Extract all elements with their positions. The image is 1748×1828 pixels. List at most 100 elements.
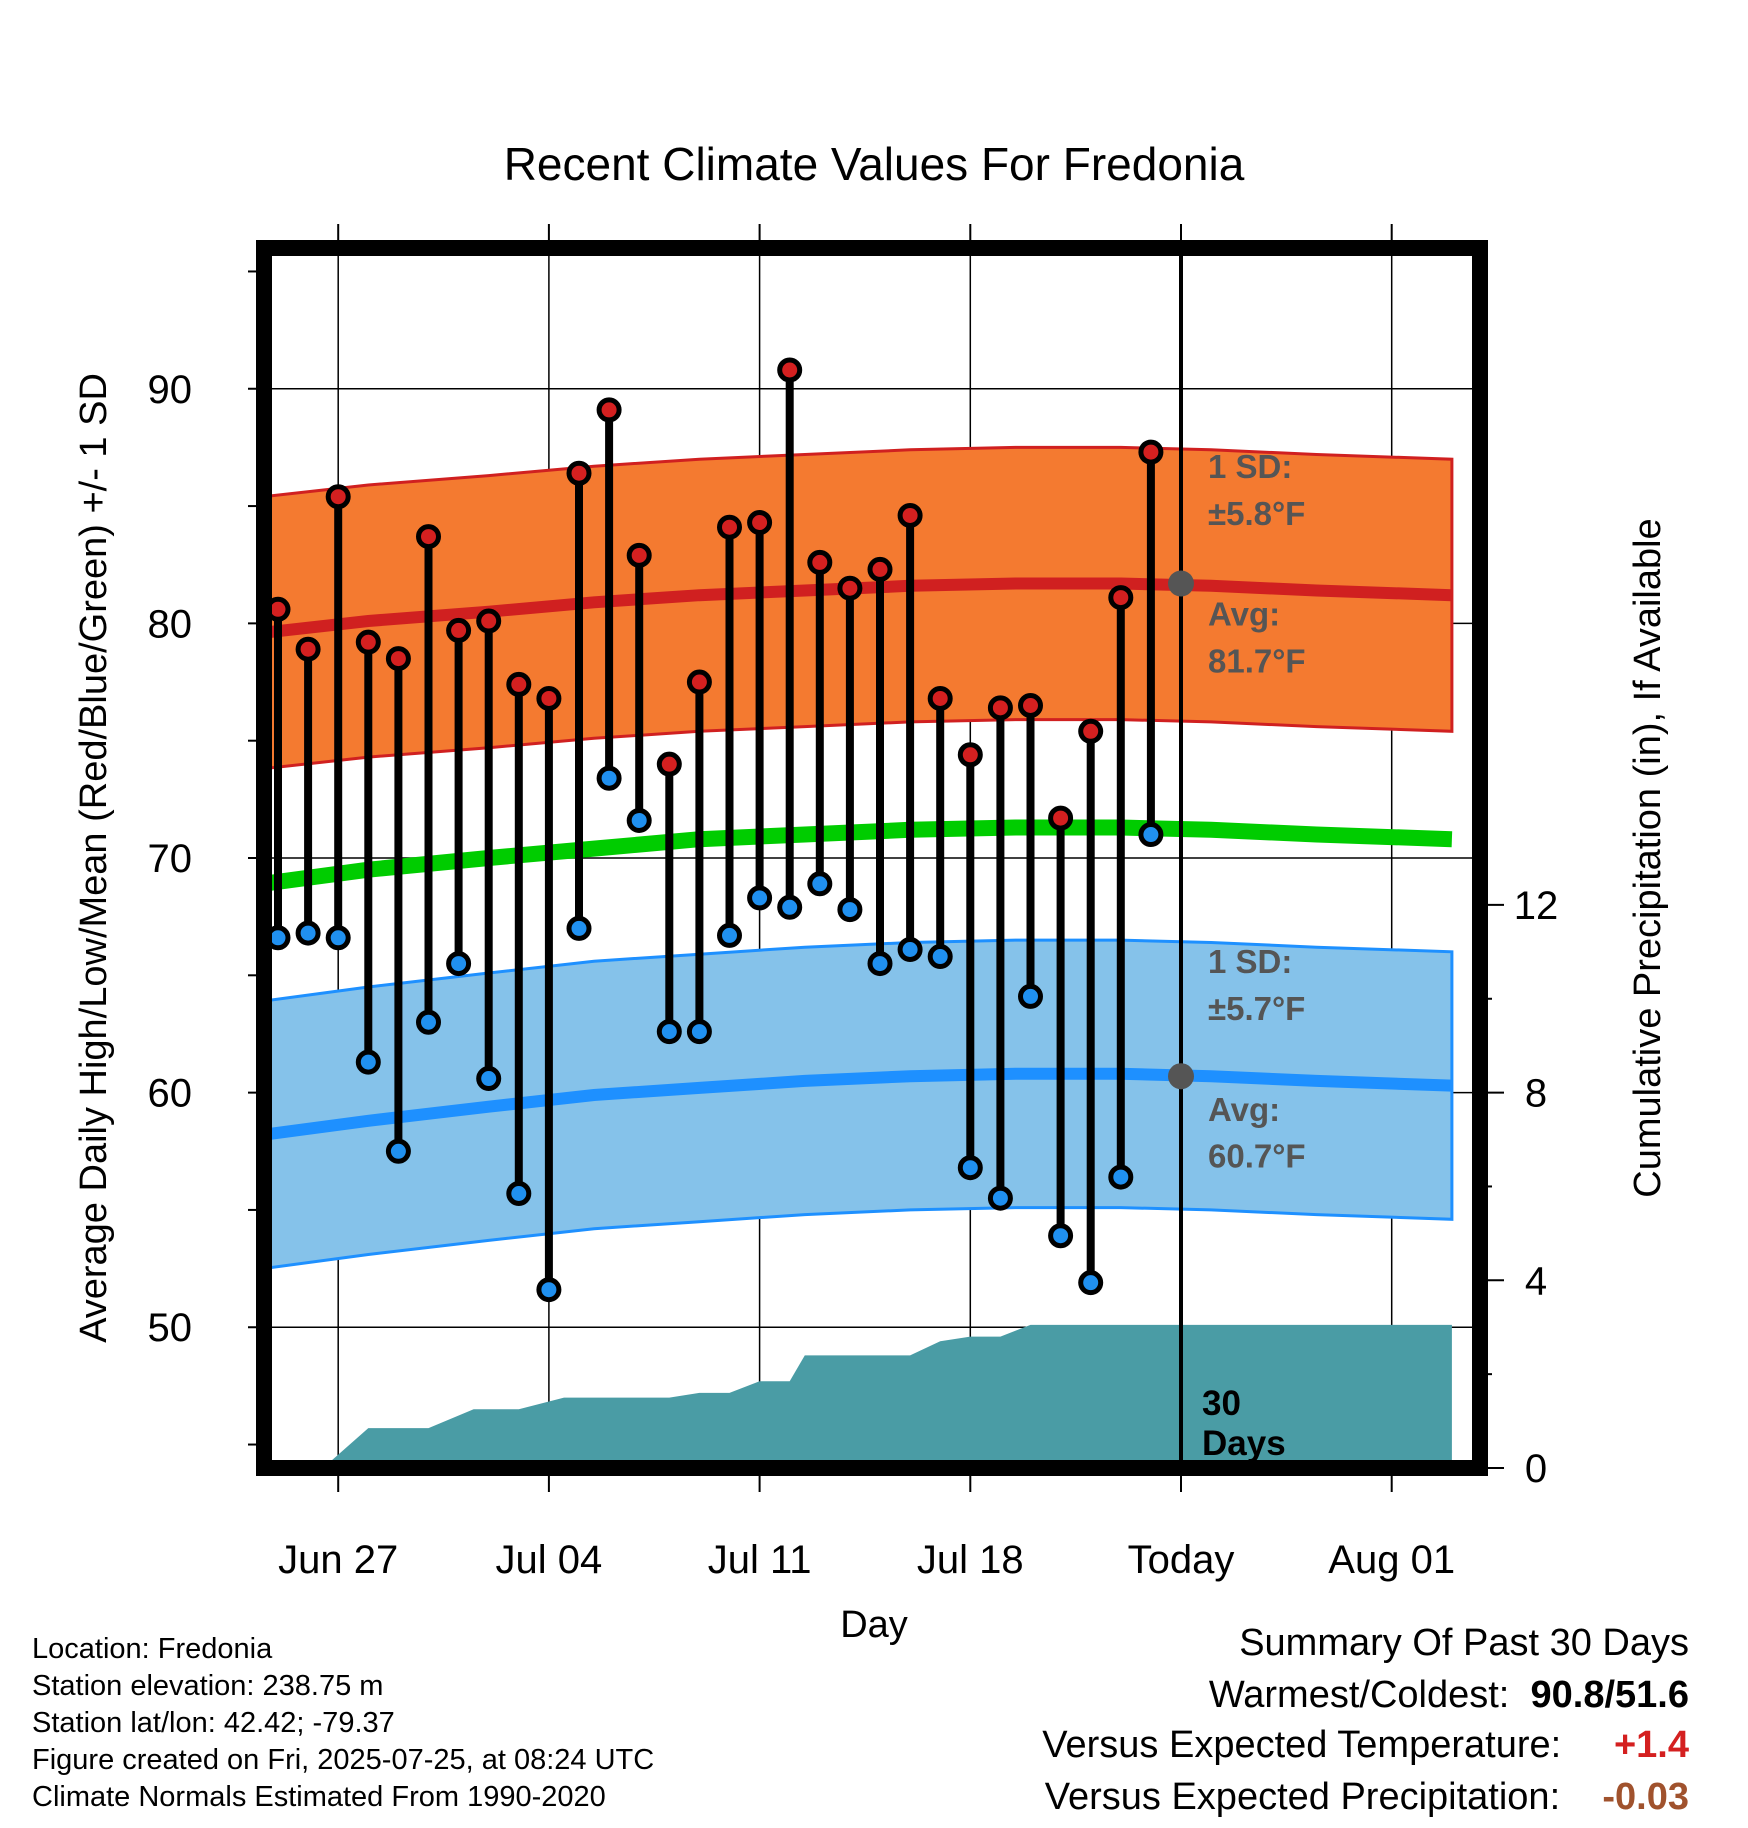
daily-low-point <box>930 947 950 967</box>
daily-low-point <box>449 954 469 974</box>
y-tick-label: 70 <box>148 837 193 881</box>
y-tick-label: 80 <box>148 602 193 646</box>
daily-high-point <box>449 620 469 640</box>
high-sd-label: 1 SD: <box>1208 448 1292 485</box>
daily-high-point <box>990 698 1010 718</box>
x-tick-label: Today <box>1128 1538 1235 1582</box>
daily-low-point <box>810 874 830 894</box>
daily-high-point <box>1051 808 1071 828</box>
precip-label: Versus Expected Precipitation: <box>1045 1776 1560 1818</box>
daily-low-point <box>419 1012 439 1032</box>
daily-low-point <box>1141 825 1161 845</box>
x-tick-label: Aug 01 <box>1328 1538 1455 1582</box>
info-created: Figure created on Fri, 2025-07-25, at 08… <box>32 1743 654 1777</box>
low-avg-label: Avg: <box>1208 1091 1280 1128</box>
summary-warm-cold: Warmest/Coldest: 90.8/51.6 <box>1209 1674 1689 1717</box>
daily-low-point <box>720 925 740 945</box>
info-latlon: Station lat/lon: 42.42; -79.37 <box>32 1706 395 1740</box>
low-avg-value: 60.7°F <box>1208 1138 1306 1175</box>
precip-delta-value: -0.03 <box>1602 1776 1689 1818</box>
y2-tick-label: 8 <box>1525 1072 1547 1116</box>
daily-high-point <box>599 400 619 420</box>
daily-low-point <box>599 768 619 788</box>
daily-low-point <box>1081 1273 1101 1293</box>
y2-tick-label: 12 <box>1514 884 1559 928</box>
daily-low-point <box>689 1022 709 1042</box>
x-axis-label: Day <box>840 1604 908 1646</box>
temp-delta-value: +1.4 <box>1614 1724 1689 1766</box>
daily-high-point <box>419 527 439 547</box>
low-sd-label: 1 SD: <box>1208 943 1292 980</box>
daily-low-point <box>1021 986 1041 1006</box>
temp-label: Versus Expected Temperature: <box>1042 1724 1561 1766</box>
daily-high-point <box>810 552 830 572</box>
summary-precip: Versus Expected Precipitation: -0.03 <box>1045 1776 1689 1819</box>
daily-high-point <box>720 517 740 537</box>
y-tick-label: 50 <box>148 1306 193 1350</box>
daily-high-point <box>900 505 920 525</box>
days-label-line2: Days <box>1202 1424 1286 1463</box>
y2-tick-label: 4 <box>1525 1259 1547 1303</box>
daily-low-point <box>1051 1226 1071 1246</box>
daily-low-point <box>479 1069 499 1089</box>
high-avg-label: Avg: <box>1208 596 1280 633</box>
today-normal-high-marker <box>1168 571 1194 597</box>
daily-high-point <box>930 688 950 708</box>
daily-low-point <box>780 897 800 917</box>
days-label-line1: 30 <box>1202 1384 1241 1423</box>
daily-high-point <box>358 632 378 652</box>
daily-low-point <box>840 900 860 920</box>
y-axis-label: Average Daily High/Low/Mean (Red/Blue/Gr… <box>73 373 115 1343</box>
daily-high-point <box>539 688 559 708</box>
low-sd-value: ±5.7°F <box>1208 990 1305 1027</box>
high-avg-value: 81.7°F <box>1208 643 1306 680</box>
daily-low-point <box>328 928 348 948</box>
daily-low-point <box>750 888 770 908</box>
y2-axis-label: Cumulative Precipitation (in), If Availa… <box>1627 518 1669 1197</box>
daily-high-point <box>960 745 980 765</box>
summary-title: Summary Of Past 30 Days <box>1239 1622 1689 1665</box>
chart-title: Recent Climate Values For Fredonia <box>504 138 1245 190</box>
daily-low-point <box>900 940 920 960</box>
info-location: Location: Fredonia <box>32 1632 272 1666</box>
daily-high-point <box>780 360 800 380</box>
daily-high-point <box>569 463 589 483</box>
x-tick-label: Jul 18 <box>917 1538 1024 1582</box>
warm-cold-label: Warmest/Coldest: <box>1209 1674 1510 1716</box>
info-normals: Climate Normals Estimated From 1990-2020 <box>32 1780 606 1814</box>
warm-cold-slash: / <box>1604 1674 1615 1716</box>
daily-high-point <box>1111 588 1131 608</box>
climate-chart: Recent Climate Values For Fredonia 1 SD:… <box>0 0 1748 1828</box>
daily-low-point <box>509 1184 529 1204</box>
daily-high-point <box>388 649 408 669</box>
coldest-value: 51.6 <box>1615 1674 1689 1716</box>
daily-high-point <box>870 559 890 579</box>
daily-low-point <box>870 954 890 974</box>
y-tick-label: 60 <box>148 1072 193 1116</box>
daily-low-point <box>960 1158 980 1178</box>
daily-low-point <box>298 923 318 943</box>
daily-high-point <box>298 639 318 659</box>
info-elevation: Station elevation: 238.75 m <box>32 1669 383 1703</box>
daily-low-point <box>659 1022 679 1042</box>
daily-high-point <box>328 487 348 507</box>
daily-low-point <box>629 810 649 830</box>
daily-low-point <box>358 1052 378 1072</box>
daily-high-point <box>840 578 860 598</box>
daily-high-point <box>1081 721 1101 741</box>
daily-high-point <box>479 611 499 631</box>
x-tick-label: Jul 04 <box>496 1538 603 1582</box>
daily-high-point <box>629 545 649 565</box>
daily-high-point <box>1021 696 1041 716</box>
high-sd-value: ±5.8°F <box>1208 495 1305 532</box>
daily-high-point <box>659 754 679 774</box>
summary-temp: Versus Expected Temperature: +1.4 <box>1042 1724 1689 1767</box>
daily-high-point <box>689 672 709 692</box>
daily-low-point <box>388 1141 408 1161</box>
x-tick-label: Jul 11 <box>708 1538 812 1582</box>
normal-mean-line <box>263 828 1452 884</box>
y2-tick-label: 0 <box>1525 1447 1547 1491</box>
daily-high-point <box>750 513 770 533</box>
daily-low-point <box>1111 1167 1131 1187</box>
y-tick-label: 90 <box>148 368 193 412</box>
